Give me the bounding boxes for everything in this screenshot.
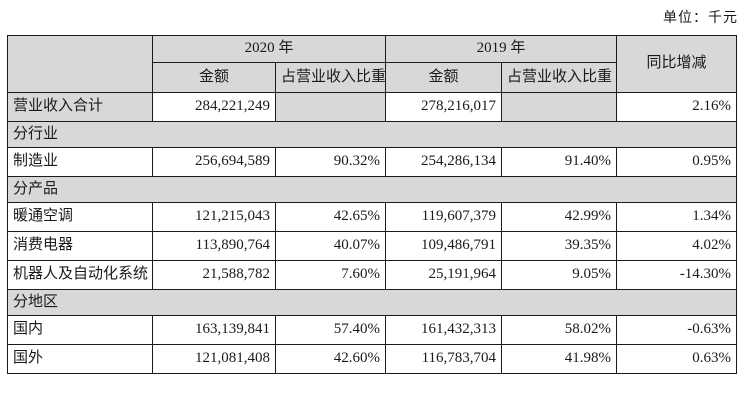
share-2020: 57.40% [274, 315, 387, 345]
header-share-2019: 占营业收入比重 [501, 62, 618, 93]
header-share-2020: 占营业收入比重 [274, 62, 387, 93]
yoy-change: -0.63% [616, 315, 738, 345]
share-2019: 58.02% [501, 315, 618, 345]
amount-2020: 284,221,249 [152, 92, 276, 122]
share-2020: 40.07% [274, 231, 387, 261]
section-row: 分地区 [6, 289, 738, 316]
amount-2019: 116,783,704 [385, 344, 503, 374]
table-row: 暖通空调 121,215,043 42.65% 119,607,379 42.99% 1.… [7, 202, 738, 232]
section-row: 分产品 [6, 176, 738, 203]
amount-2019: 254,286,134 [385, 147, 503, 177]
share-2019: 91.40% [501, 147, 618, 177]
share-2020: 7.60% [274, 260, 387, 290]
section-label: 分地区 [6, 289, 738, 316]
share-2019 [501, 92, 618, 122]
amount-2020: 163,139,841 [152, 315, 276, 345]
table-header: 2020 年 2019 年 同比增减 金额 占营业收入比重 金额 占营业收入比重 [7, 35, 738, 93]
amount-2020: 256,694,589 [152, 147, 276, 177]
section-label: 分行业 [6, 121, 738, 148]
table-row: 机器人及自动化系统 21,588,782 7.60% 25,191,964 9.05% -… [7, 260, 738, 290]
section-row: 分行业 [6, 121, 738, 148]
row-label: 营业收入合计 [7, 92, 153, 122]
section-label: 分产品 [6, 176, 738, 203]
amount-2019: 119,607,379 [385, 202, 503, 232]
yoy-change: -14.30% [616, 260, 738, 290]
share-2020: 42.65% [274, 202, 387, 232]
yoy-change: 2.16% [616, 92, 738, 122]
share-2019: 42.99% [501, 202, 618, 232]
table-row: 国内 163,139,841 57.40% 161,432,313 58.02% -0.6… [7, 315, 738, 345]
amount-2020: 121,215,043 [152, 202, 276, 232]
table-row: 制造业 256,694,589 90.32% 254,286,134 91.40% 0.9… [7, 147, 738, 177]
share-2019: 41.98% [501, 344, 618, 374]
unit-label: 单位：千元 [663, 11, 738, 26]
revenue-breakdown-table: 2020 年 2019 年 同比增减 金额 占营业收入比重 金额 占营业收入比重… [6, 35, 738, 374]
header-yoy-change: 同比增减 [616, 35, 738, 93]
row-label: 国外 [7, 344, 153, 374]
row-label: 机器人及自动化系统 [7, 260, 153, 290]
amount-2019: 161,432,313 [385, 315, 503, 345]
amount-2019: 25,191,964 [385, 260, 503, 290]
amount-2019: 278,216,017 [385, 92, 503, 122]
table-body: 营业收入合计 284,221,249 278,216,017 2.16% 分行业 制造业 2… [6, 92, 738, 374]
table-row: 消费电器 113,890,764 40.07% 109,486,791 39.35% 4.… [7, 231, 738, 261]
header-amount-2019: 金额 [385, 62, 503, 93]
amount-2019: 109,486,791 [385, 231, 503, 261]
share-2020: 42.60% [274, 344, 387, 374]
amount-2020: 21,588,782 [152, 260, 276, 290]
header-year-2019: 2019 年 [385, 35, 618, 63]
header-amount-2020: 金额 [152, 62, 276, 93]
amount-2020: 113,890,764 [152, 231, 276, 261]
row-label: 国内 [7, 315, 153, 345]
amount-2020: 121,081,408 [152, 344, 276, 374]
row-label: 消费电器 [7, 231, 153, 261]
header-corner-cell [7, 35, 153, 93]
table-row: 国外 121,081,408 42.60% 116,783,704 41.98% 0.63… [7, 344, 738, 374]
yoy-change: 1.34% [616, 202, 738, 232]
share-2019: 39.35% [501, 231, 618, 261]
table-row: 营业收入合计 284,221,249 278,216,017 2.16% [7, 92, 738, 122]
share-2020: 90.32% [274, 147, 387, 177]
row-label: 制造业 [7, 147, 153, 177]
share-2020 [274, 92, 387, 122]
share-2019: 9.05% [501, 260, 618, 290]
yoy-change: 0.63% [616, 344, 738, 374]
yoy-change: 4.02% [616, 231, 738, 261]
header-year-2020: 2020 年 [151, 35, 387, 63]
row-label: 暖通空调 [7, 202, 153, 232]
yoy-change: 0.95% [616, 147, 738, 177]
